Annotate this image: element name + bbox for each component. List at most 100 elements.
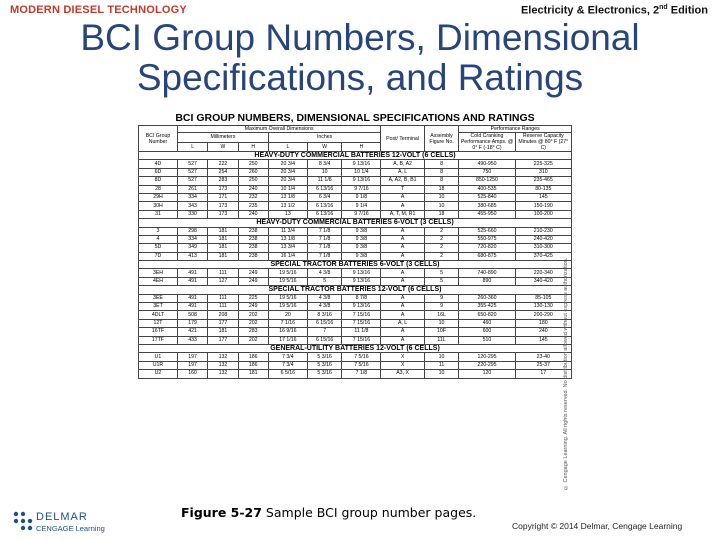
- table-cell: 10: [423, 352, 460, 362]
- table-cell: 6 13/16: [306, 209, 343, 220]
- table-row: 4 334 181 238 13 1/8 7 1/8 9 3/8 A 2 550-975 240-4…: [138, 234, 573, 245]
- table-cell: 283: [237, 327, 269, 337]
- bci-table-title: BCI GROUP NUMBERS, DIMENSIONAL SPECIFICA…: [175, 112, 535, 124]
- table-cell: 9 3/8: [341, 226, 382, 236]
- table-cell: 10 1/4: [267, 184, 308, 194]
- table-cell: 132: [207, 360, 239, 371]
- table-cell: A: [380, 234, 425, 245]
- table-cell: 527: [176, 167, 209, 178]
- table-row: 3 298 181 238 11 3/4 7 1/8 9 3/8 A 2 525-660 210-2…: [138, 226, 573, 236]
- header-book-sup: nd: [659, 4, 668, 11]
- table-cell: 343: [176, 201, 209, 211]
- table-cell: 250: [237, 159, 269, 169]
- table-cell: 10: [423, 369, 460, 379]
- table-cell: A: [380, 327, 425, 337]
- table-cell: 16 1/4: [267, 251, 308, 262]
- table-cell: 254: [207, 167, 239, 178]
- table-cell: A: [380, 293, 425, 304]
- table-cell: 8 3/4: [306, 159, 343, 169]
- table-cell: 19 5/16: [267, 293, 308, 304]
- table-cell: 310: [514, 167, 573, 178]
- table-cell: 8 3/16: [306, 310, 343, 320]
- table-cell: 28: [138, 184, 178, 194]
- table-cell: 7 5/16: [341, 352, 382, 362]
- table-cell: A: [380, 201, 425, 211]
- table-cell: 9 1/8: [341, 192, 382, 203]
- table-cell: U2: [138, 369, 178, 379]
- table-row: 4DLT 508 208 202 20 8 3/16 7 15/16 A 16L 650-820 2…: [138, 310, 573, 320]
- table-cell: 6 13/16: [306, 184, 343, 194]
- col-inches: Inches: [267, 132, 382, 143]
- table-cell: 19 5/16: [267, 268, 308, 278]
- table-cell: 10: [423, 192, 460, 203]
- table-cell: 202: [237, 335, 269, 346]
- table-cell: 3EE: [138, 293, 178, 304]
- table-cell: 310-300: [514, 243, 573, 253]
- table-cell: 19 5/16: [267, 276, 308, 287]
- slide-title-line1: BCI Group Numbers, Dimensional: [80, 17, 640, 58]
- figure-caption: Figure 5-27 Sample BCI group number page…: [181, 505, 476, 520]
- table-cell: 235-465: [514, 176, 573, 186]
- table-cell: 132: [207, 352, 239, 362]
- table-cell: A, L: [380, 167, 425, 178]
- table-row: 16TF 421 181 283 16 9/16 7 11 1/8 A 10F 600 240: [138, 327, 573, 337]
- table-cell: 10: [306, 167, 343, 178]
- table-cell: 7 1/8: [306, 251, 343, 262]
- table-cell: 220-295: [458, 360, 516, 371]
- table-row: 3EE 491 111 225 19 5/16 4 3/8 8 7/8 A 9 260-360 85…: [138, 293, 573, 304]
- table-cell: 11 3/4: [267, 226, 308, 236]
- table-cell: 2: [423, 251, 460, 262]
- table-cell: 9 13/16: [341, 159, 382, 169]
- table-cell: 2: [423, 226, 460, 236]
- table-cell: 181: [207, 226, 239, 236]
- table-cell: 240-420: [514, 234, 573, 245]
- table-cell: 7: [306, 327, 343, 337]
- table-row: 6D 527 254 260 20 3/4 10 10 1/4 A, L 8 750 310: [138, 167, 573, 178]
- logo-text-bottom: CENGAGE Learning: [36, 524, 105, 533]
- table-cell: 9 7/16: [341, 209, 382, 220]
- table-cell: 238: [237, 226, 269, 236]
- table-row: 4EH 491 127 249 19 5/16 5 9 13/16 A 5 890 340-420: [138, 276, 573, 287]
- table-cell: 9 3/8: [341, 251, 382, 262]
- table-cell: 11 1/8: [306, 176, 343, 186]
- table-cell: 355-425: [458, 302, 516, 312]
- table-cell: 249: [237, 276, 269, 287]
- table-row: 28 261 173 240 10 1/4 6 13/16 9 7/16 T 18 400-535…: [138, 184, 573, 194]
- table-cell: 160: [176, 369, 209, 379]
- section-label: HEAVY-DUTY COMMERCIAL BATTERIES 12-VOLT …: [138, 150, 572, 161]
- table-cell: 5 3/16: [306, 352, 343, 362]
- table-cell: 5D: [138, 243, 178, 253]
- table-cell: A: [380, 251, 425, 262]
- table-cell: 19 5/16: [267, 302, 308, 312]
- table-cell: 20: [267, 310, 308, 320]
- section-row: GENERAL-UTILITY BATTERIES 12-VOLT (6 CEL…: [138, 343, 572, 354]
- table-row: 3EH 491 111 249 19 5/16 4 3/8 9 13/16 A 5 740-890…: [138, 268, 573, 278]
- header-book-tail: Edition: [667, 4, 708, 17]
- table-cell: 240: [237, 209, 269, 220]
- table-cell: 7 1/8: [306, 243, 343, 253]
- table-cell: 9 7/16: [341, 184, 382, 194]
- table-cell: 460: [458, 318, 516, 329]
- table-cell: 16TF: [138, 327, 178, 337]
- slide-title-line2: Specifications, and Ratings: [136, 57, 584, 98]
- table-cell: 13 1/8: [267, 192, 308, 203]
- table-cell: 7 1/8: [306, 226, 343, 236]
- table-cell: 181: [207, 327, 239, 337]
- table-cell: 111: [207, 293, 239, 304]
- figure-number: Figure 5-27: [181, 505, 262, 520]
- table-cell: 400-535: [458, 184, 516, 194]
- section-label: SPECIAL TRACTOR BATTERIES 6-VOLT (3 CELL…: [138, 260, 572, 270]
- table-cell: X: [380, 352, 425, 362]
- table-cell: 7 3/4: [267, 360, 308, 371]
- col-in-l: L: [267, 141, 308, 152]
- table-cell: 177: [207, 318, 239, 329]
- table-cell: 173: [207, 201, 239, 211]
- table-cell: 9 13/16: [341, 268, 382, 278]
- table-cell: 7 1/8: [306, 234, 343, 245]
- section-row: HEAVY-DUTY COMMERCIAL BATTERIES 12-VOLT …: [138, 150, 572, 161]
- side-rights-note: © Cengage Learning. All rights reserved.…: [563, 257, 569, 490]
- table-cell: 8 7/8: [341, 293, 382, 304]
- table-cell: 4: [138, 234, 178, 245]
- bci-table-body: HEAVY-DUTY COMMERCIAL BATTERIES 12-VOLT …: [138, 150, 573, 379]
- table-cell: 491: [176, 302, 209, 312]
